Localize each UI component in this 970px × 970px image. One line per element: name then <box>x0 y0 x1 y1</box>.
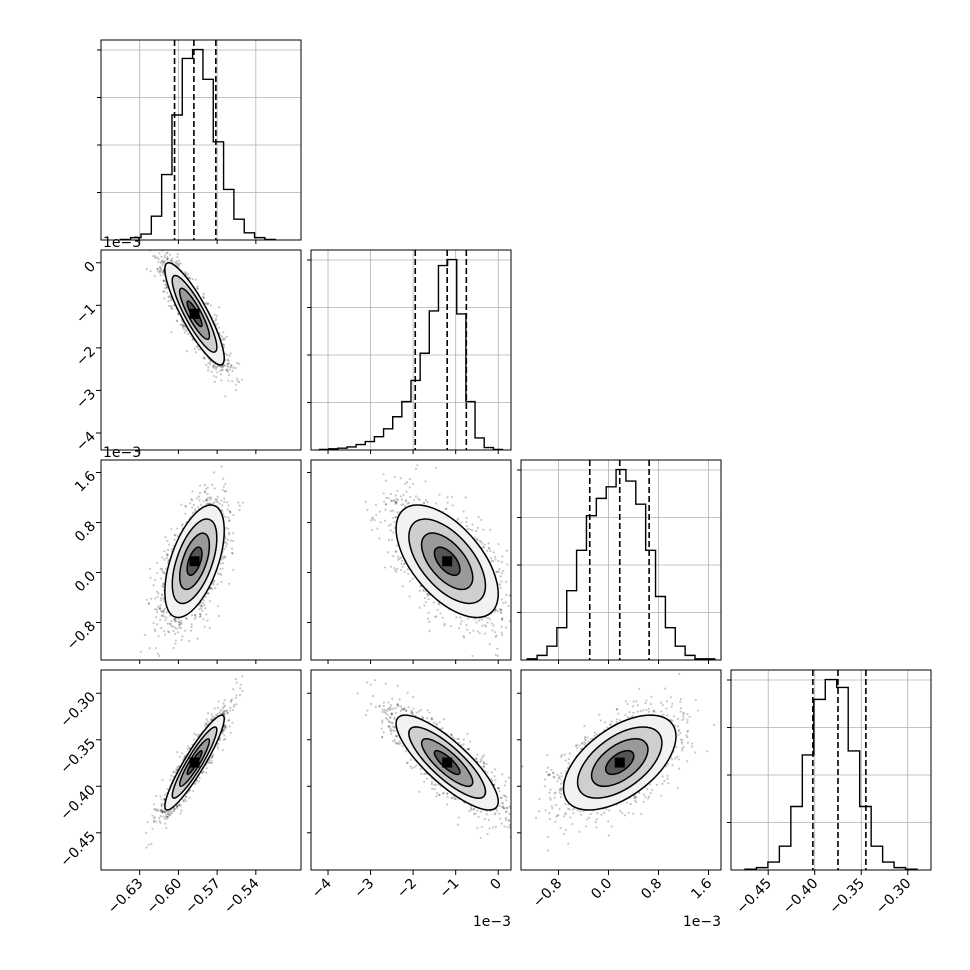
panel-frame <box>730 669 932 871</box>
scatter-panel-3-0: −0.63−0.60−0.57−0.54 −0.45 −0.40−0.35 −0.30 <box>57 669 302 918</box>
y-tick-label: −0.8 <box>64 618 99 653</box>
x-tick-label: −0.60 <box>144 876 186 918</box>
y-tick-label: 0.0 <box>72 568 99 595</box>
histogram-panel-2 <box>517 459 722 664</box>
density-peak <box>189 757 200 768</box>
x-tick-label: −2 <box>394 876 420 902</box>
y-tick-label: −3 <box>73 386 99 412</box>
histogram-step-0 <box>119 48 276 240</box>
density-peak <box>442 757 453 768</box>
histogram-step-1 <box>318 258 504 450</box>
x-tick-label: −4 <box>309 875 335 901</box>
x-tick-label: −0.57 <box>182 876 224 918</box>
panel-frame <box>100 669 302 871</box>
histogram-step-2 <box>526 468 716 660</box>
y-tick-label: −4 <box>73 429 99 455</box>
histogram-step-3 <box>744 678 918 870</box>
y-tick-label: 0.8 <box>72 518 99 545</box>
x-tick-label: −0.45 <box>733 876 775 918</box>
panel-frame <box>310 459 512 661</box>
y-tick-label: −0.40 <box>57 782 99 824</box>
panel-frame <box>520 459 722 661</box>
panel-frame <box>100 459 302 661</box>
panel-frame <box>520 669 722 871</box>
y-offset-label: 1e−3 <box>103 445 141 461</box>
y-tick-label: −2 <box>73 344 99 370</box>
histogram-panel-0 <box>97 39 302 244</box>
density-peak <box>614 757 625 768</box>
x-tick-label: −0.8 <box>530 876 565 911</box>
y-tick-label: 0 <box>81 259 99 277</box>
x-tick-label: −0.40 <box>780 876 822 918</box>
x-tick-label: 0.8 <box>638 876 665 903</box>
scatter-panel-3-2: −0.8 0.0 0.8 1.6 1e−3 <box>517 669 722 930</box>
x-tick-label: 0.0 <box>588 876 615 903</box>
y-tick-label: −0.45 <box>57 829 99 871</box>
x-tick-label: −0.54 <box>221 875 263 917</box>
scatter-panel-3-1: −4 −3 −2 −1 0 1e−3 <box>307 669 512 930</box>
density-peak <box>442 556 453 567</box>
x-offset-label: 1e−3 <box>683 914 721 930</box>
density-peak <box>189 308 200 319</box>
panel-frame <box>100 249 302 451</box>
scatter-panel-1-0: −4 −3 −2 −1 01e−3 <box>73 235 302 455</box>
panel-frame <box>310 249 512 451</box>
panel-frame <box>100 39 302 241</box>
y-tick-label: −0.30 <box>57 689 99 731</box>
y-offset-label: 1e−3 <box>103 235 141 251</box>
histogram-panel-3: −0.45 −0.40 −0.35 −0.30 <box>727 669 932 918</box>
x-tick-label: 0 <box>487 876 505 894</box>
x-tick-label: −0.30 <box>873 876 915 918</box>
x-tick-label: −3 <box>351 876 377 902</box>
y-tick-label: 1.6 <box>72 468 99 495</box>
x-tick-label: 1.6 <box>688 875 715 902</box>
y-tick-label: −0.35 <box>57 736 99 778</box>
scatter-panel-2-0: −0.8 0.0 0.8 1.61e−3 <box>64 445 302 664</box>
x-tick-label: −0.63 <box>105 876 147 918</box>
x-tick-label: −0.35 <box>826 876 868 918</box>
density-peak <box>189 556 200 567</box>
histogram-panel-1 <box>307 249 512 454</box>
x-offset-label: 1e−3 <box>473 914 511 930</box>
x-tick-label: −1 <box>437 876 463 902</box>
panel-frame <box>310 669 512 871</box>
scatter-panel-2-1 <box>307 459 512 664</box>
y-tick-label: −1 <box>73 301 99 327</box>
